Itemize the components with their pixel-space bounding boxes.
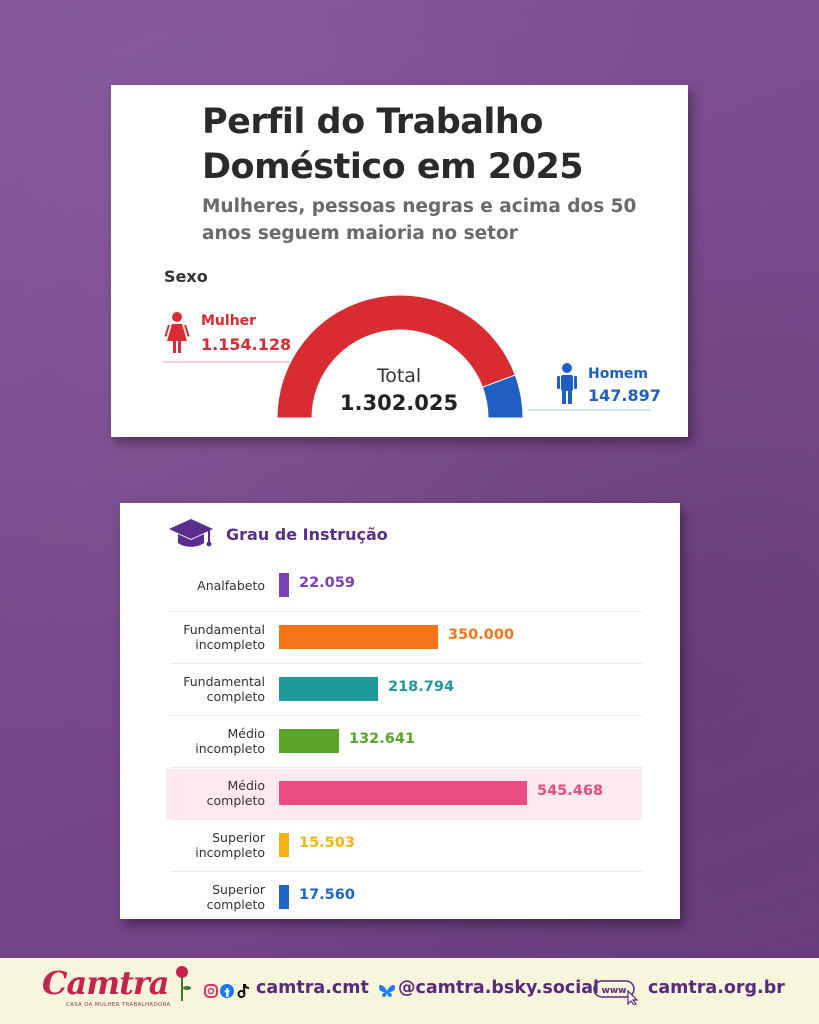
- category-label-line: incompleto: [195, 637, 265, 652]
- category-label-fundamental-incompleto: Fundamental incompleto: [129, 622, 265, 652]
- instrucao-title: Grau de Instrução: [226, 525, 388, 544]
- rose-icon: [176, 966, 191, 1001]
- row-separator: [170, 663, 642, 664]
- category-label-line: completo: [206, 689, 265, 704]
- mulher-value: 1.154.128: [201, 335, 292, 354]
- row-separator: [170, 871, 642, 872]
- category-label-superior-completo: Superior completo: [129, 882, 265, 912]
- category-label-fundamental-completo: Fundamental completo: [129, 674, 265, 704]
- category-label-line: incompleto: [195, 845, 265, 860]
- bar-fundamental-completo: [279, 677, 378, 701]
- category-label-line: Médio: [227, 778, 265, 793]
- tiktok-icon[interactable]: [237, 983, 249, 998]
- category-label-line: incompleto: [195, 741, 265, 756]
- sexo-gauge-chart: [163, 294, 651, 419]
- bar-value-analfabeto: 22.059: [299, 575, 355, 591]
- bar-médio-incompleto: [279, 729, 339, 753]
- www-text: www: [602, 986, 627, 996]
- homem-label: Homem: [588, 366, 649, 382]
- bar-value-superior-completo: 17.560: [299, 887, 355, 903]
- page-subtitle: Mulheres, pessoas negras e acima dos 50 …: [202, 196, 637, 244]
- social-handle[interactable]: camtra.cmt: [256, 978, 369, 998]
- footer: Camtra CASA DA MULHER TRABALHADORA camtr…: [0, 958, 819, 1024]
- sexo-label: Sexo: [164, 267, 208, 286]
- bar-médio-completo: [279, 781, 527, 805]
- bar-value-superior-incompleto: 15.503: [299, 835, 355, 851]
- brand-logo: Camtra: [42, 964, 169, 1002]
- bar-value-fundamental-completo: 218.794: [388, 679, 455, 695]
- bar-value-fundamental-incompleto: 350.000: [448, 627, 515, 643]
- row-separator: [170, 819, 642, 820]
- category-label-line: completo: [206, 793, 265, 808]
- bar-superior-incompleto: [279, 833, 289, 857]
- row-separator: [170, 767, 642, 768]
- bar-fundamental-incompleto: [279, 625, 438, 649]
- woman-icon: [164, 312, 190, 353]
- total-value: 1.302.025: [339, 391, 459, 415]
- gauge-group: [276, 294, 524, 419]
- brand-tagline: CASA DA MULHER TRABALHADORA: [66, 1002, 171, 1008]
- graduation-cap-icon: [169, 519, 213, 547]
- category-label-line: Superior: [212, 882, 265, 897]
- category-label-line: completo: [206, 897, 265, 912]
- category-label-médio-completo: Médio completo: [129, 778, 265, 808]
- page-title: Perfil do Trabalho Doméstico em 2025: [202, 102, 584, 187]
- bar-value-médio-completo: 545.468: [537, 783, 604, 799]
- category-label-line: Superior: [212, 830, 265, 845]
- bluesky-handle[interactable]: @camtra.bsky.social: [398, 978, 600, 998]
- category-label-superior-incompleto: Superior incompleto: [129, 830, 265, 860]
- instrucao-card: Grau de Instrução Analfabeto 22.059 Fundam…: [120, 503, 680, 919]
- bar-value-médio-incompleto: 132.641: [349, 731, 416, 747]
- row-separator: [170, 611, 642, 612]
- total-label: Total: [376, 365, 422, 387]
- category-label-médio-incompleto: Médio incompleto: [129, 726, 265, 756]
- category-label-line: Médio: [227, 726, 265, 741]
- instagram-icon[interactable]: [204, 984, 218, 998]
- homem-value: 147.897: [588, 386, 661, 405]
- bluesky-icon[interactable]: [378, 983, 396, 999]
- mulher-label: Mulher: [201, 313, 257, 329]
- gauge-segment-mulher: [276, 294, 516, 419]
- man-icon: [557, 363, 577, 404]
- facebook-icon[interactable]: [220, 984, 234, 998]
- sexo-card: Perfil do Trabalho Doméstico em 2025 Mul…: [111, 85, 688, 437]
- bar-superior-completo: [279, 885, 289, 909]
- category-label-line: Fundamental: [183, 622, 265, 637]
- website-link[interactable]: camtra.org.br: [648, 978, 785, 998]
- gauge-segment-homem: [481, 374, 524, 419]
- category-label-analfabeto: Analfabeto: [129, 578, 265, 593]
- bar-analfabeto: [279, 573, 289, 597]
- web-link-icon[interactable]: www: [592, 979, 642, 1005]
- category-label-line: Analfabeto: [197, 577, 265, 593]
- row-separator: [170, 715, 642, 716]
- category-label-line: Fundamental: [183, 674, 265, 689]
